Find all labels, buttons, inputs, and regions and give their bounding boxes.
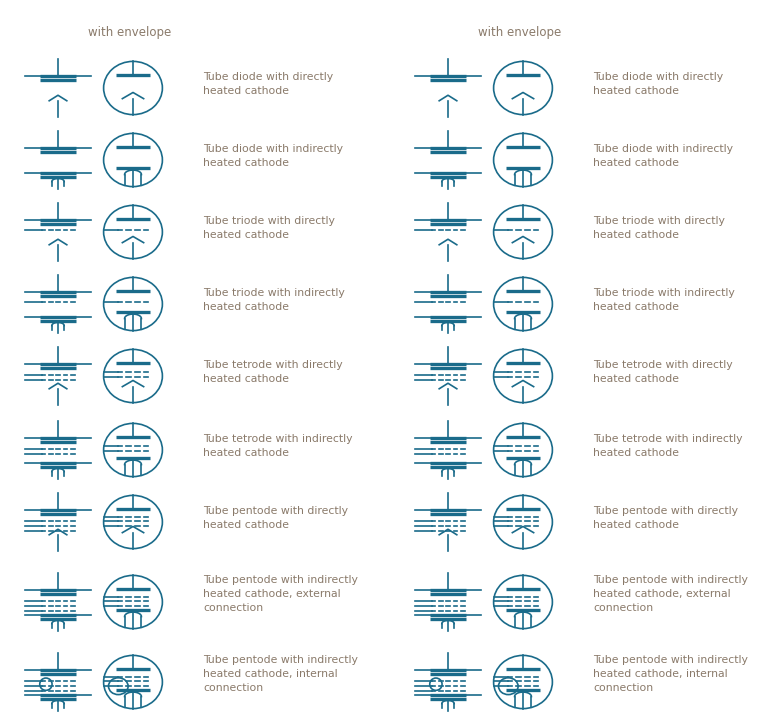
Text: Tube pentode with indirectly
heated cathode, external
connection: Tube pentode with indirectly heated cath…	[203, 575, 358, 613]
Text: Tube pentode with indirectly
heated cathode, internal
connection: Tube pentode with indirectly heated cath…	[593, 655, 748, 693]
Text: Tube pentode with directly
heated cathode: Tube pentode with directly heated cathod…	[593, 506, 738, 530]
Text: Tube tetrode with indirectly
heated cathode: Tube tetrode with indirectly heated cath…	[203, 434, 353, 458]
Text: Tube diode with indirectly
heated cathode: Tube diode with indirectly heated cathod…	[203, 144, 343, 168]
Text: with envelope: with envelope	[478, 25, 562, 38]
Text: Tube pentode with indirectly
heated cathode, internal
connection: Tube pentode with indirectly heated cath…	[203, 655, 358, 693]
Text: with envelope: with envelope	[88, 25, 172, 38]
Text: Tube triode with indirectly
heated cathode: Tube triode with indirectly heated catho…	[593, 288, 735, 312]
Text: Tube triode with directly
heated cathode: Tube triode with directly heated cathode	[203, 216, 335, 240]
Text: Tube diode with directly
heated cathode: Tube diode with directly heated cathode	[593, 72, 723, 96]
Text: Tube pentode with directly
heated cathode: Tube pentode with directly heated cathod…	[203, 506, 348, 530]
Text: Tube diode with indirectly
heated cathode: Tube diode with indirectly heated cathod…	[593, 144, 733, 168]
Text: Tube pentode with indirectly
heated cathode, external
connection: Tube pentode with indirectly heated cath…	[593, 575, 748, 613]
Text: Tube tetrode with directly
heated cathode: Tube tetrode with directly heated cathod…	[593, 360, 733, 384]
Text: Tube tetrode with indirectly
heated cathode: Tube tetrode with indirectly heated cath…	[593, 434, 743, 458]
Text: Tube triode with indirectly
heated cathode: Tube triode with indirectly heated catho…	[203, 288, 345, 312]
Text: Tube triode with directly
heated cathode: Tube triode with directly heated cathode	[593, 216, 725, 240]
Text: Tube diode with directly
heated cathode: Tube diode with directly heated cathode	[203, 72, 333, 96]
Text: Tube tetrode with directly
heated cathode: Tube tetrode with directly heated cathod…	[203, 360, 343, 384]
